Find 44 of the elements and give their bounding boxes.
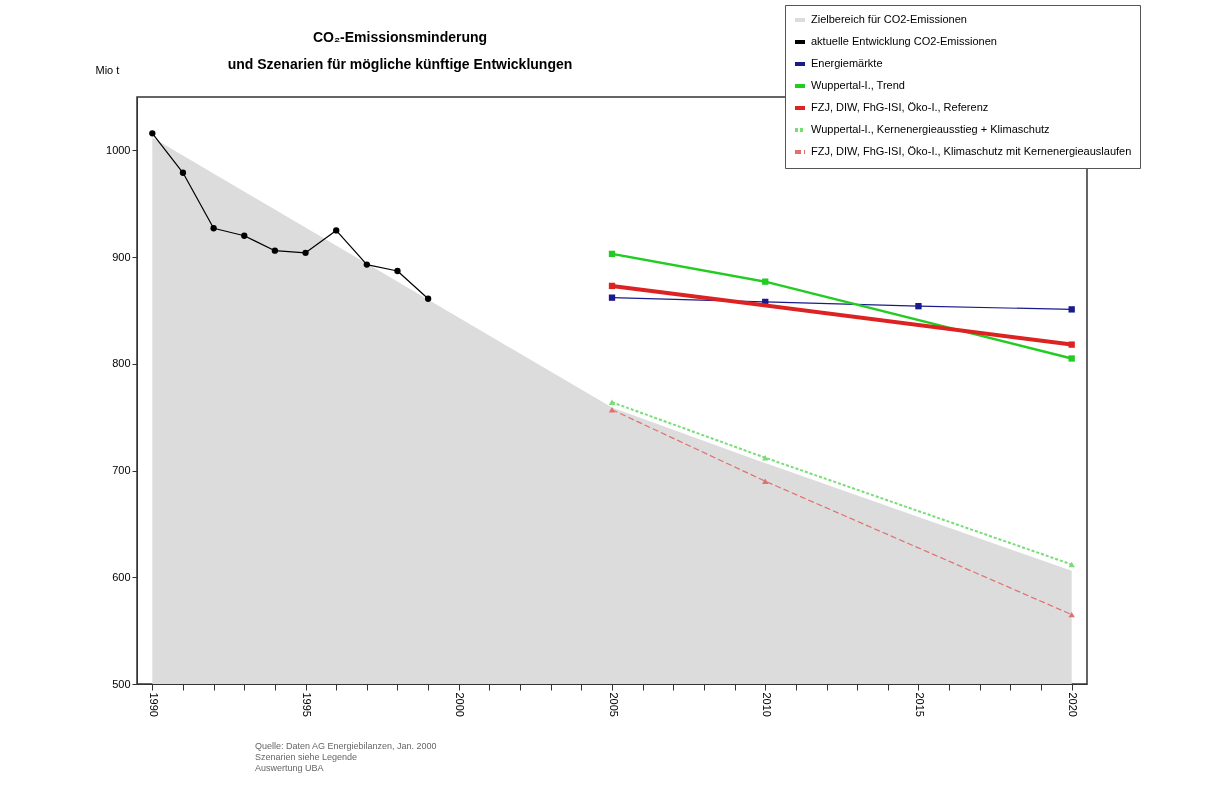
point bbox=[608, 294, 616, 301]
point bbox=[179, 169, 187, 176]
legend-label: FZJ, DIW, FhG-ISI, Öko-I., Klimaschutz mit Kernenergieauslaufen bbox=[811, 145, 1132, 157]
point bbox=[210, 225, 217, 232]
x-tick-label: 2020 bbox=[1067, 692, 1080, 717]
point bbox=[424, 295, 432, 302]
y-tick-label: 800 bbox=[112, 357, 131, 370]
x-tick-label: 2000 bbox=[454, 692, 467, 717]
point bbox=[762, 278, 769, 285]
point bbox=[1068, 355, 1075, 362]
point bbox=[241, 232, 248, 239]
legend-label: aktuelle Entwicklung CO2-Emissionen bbox=[811, 35, 997, 47]
y-tick-label: 900 bbox=[112, 250, 131, 263]
point bbox=[302, 249, 309, 256]
point bbox=[1068, 306, 1075, 313]
point bbox=[762, 478, 769, 484]
x-tick-label: 1995 bbox=[301, 692, 314, 717]
y-axis-title: Mio t bbox=[95, 63, 120, 76]
point bbox=[608, 250, 616, 258]
point bbox=[363, 261, 370, 268]
point bbox=[1068, 561, 1075, 568]
legend-label: Wuppertal-I., Trend bbox=[811, 79, 905, 91]
x-tick-label: 2010 bbox=[760, 692, 773, 717]
legend-label: FZJ, DIW, FhG-ISI, Öko-I., Referenz bbox=[811, 101, 989, 113]
source-note: Quelle: Daten AG Energiebilanzen, Jan. 2000 Szenarien siehe Legende Auswertung UBA bbox=[255, 741, 437, 773]
chart-title: CO₂-Emissionsminderung und Szenarien für mögliche künftige Entwicklungen bbox=[227, 29, 573, 72]
x-tick-label: 2015 bbox=[913, 692, 926, 717]
legend-label: Zielbereich für CO2-Emissionen bbox=[811, 13, 967, 25]
point bbox=[915, 303, 922, 310]
x-tick-label: 2005 bbox=[607, 692, 620, 717]
point bbox=[271, 247, 279, 254]
y-tick-label: 700 bbox=[112, 464, 131, 477]
point bbox=[333, 227, 340, 234]
point bbox=[608, 399, 616, 405]
y-tick-label: 600 bbox=[112, 570, 131, 583]
point bbox=[394, 267, 401, 275]
legend-label: Energiemärkte bbox=[811, 57, 883, 69]
point bbox=[149, 130, 156, 137]
y-tick-label: 500 bbox=[112, 677, 131, 690]
x-tick-label: 1990 bbox=[147, 692, 160, 717]
point bbox=[1068, 341, 1075, 348]
legend-label: Wuppertal-I., Kernenergieausstieg + Klimaschutz bbox=[811, 123, 1050, 135]
y-tick-label: 1000 bbox=[106, 143, 131, 156]
point bbox=[608, 282, 616, 290]
